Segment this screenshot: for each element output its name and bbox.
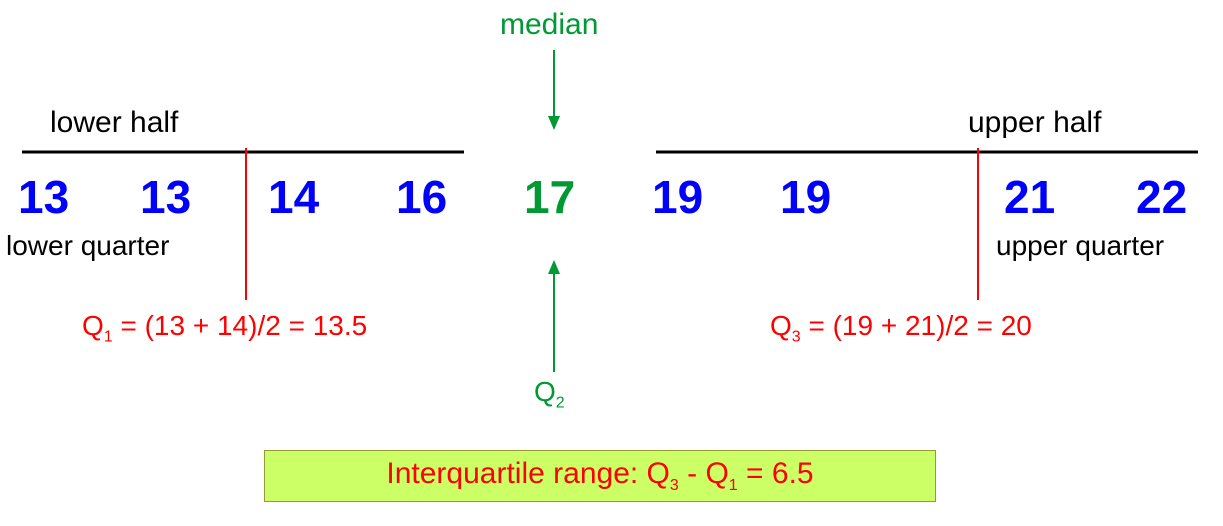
iqr-prefix: Interquartile range: Q — [386, 457, 670, 490]
data-value-1: 13 — [18, 170, 69, 224]
data-value-median: 17 — [524, 170, 575, 224]
q1-expression: = (13 + 14)/2 = 13.5 — [120, 310, 367, 341]
data-value-4: 16 — [396, 170, 447, 224]
q1-formula: Q1 = (13 + 14)/2 = 13.5 — [82, 310, 367, 347]
q2-subscript: 2 — [556, 395, 565, 412]
iqr-mid: - Q — [679, 457, 729, 490]
median-label: median — [500, 8, 598, 42]
iqr-sub1: 3 — [670, 477, 679, 494]
data-value-2: 13 — [140, 170, 191, 224]
iqr-sub2: 1 — [729, 477, 738, 494]
data-value-7: 19 — [780, 170, 831, 224]
q1-symbol: Q — [82, 310, 104, 341]
data-value-3: 14 — [268, 170, 319, 224]
lower-quarter-label: lower quarter — [6, 230, 169, 262]
data-value-9: 22 — [1136, 170, 1187, 224]
upper-quarter-label: upper quarter — [996, 230, 1164, 262]
lower-half-label: lower half — [50, 106, 178, 140]
q3-formula: Q3 = (19 + 21)/2 = 20 — [770, 310, 1032, 347]
q1-subscript: 1 — [104, 329, 113, 346]
iqr-result-box: Interquartile range: Q3 - Q1 = 6.5 — [264, 450, 936, 502]
diagram-lines — [0, 0, 1223, 526]
q3-symbol: Q — [770, 310, 792, 341]
data-value-8: 21 — [1004, 170, 1055, 224]
q3-expression: = (19 + 21)/2 = 20 — [808, 310, 1031, 341]
iqr-eq: = 6.5 — [738, 457, 814, 490]
data-value-6: 19 — [652, 170, 703, 224]
q2-symbol: Q — [534, 376, 556, 407]
upper-half-label: upper half — [968, 106, 1101, 140]
q3-subscript: 3 — [792, 329, 801, 346]
q2-label: Q2 — [534, 376, 565, 413]
